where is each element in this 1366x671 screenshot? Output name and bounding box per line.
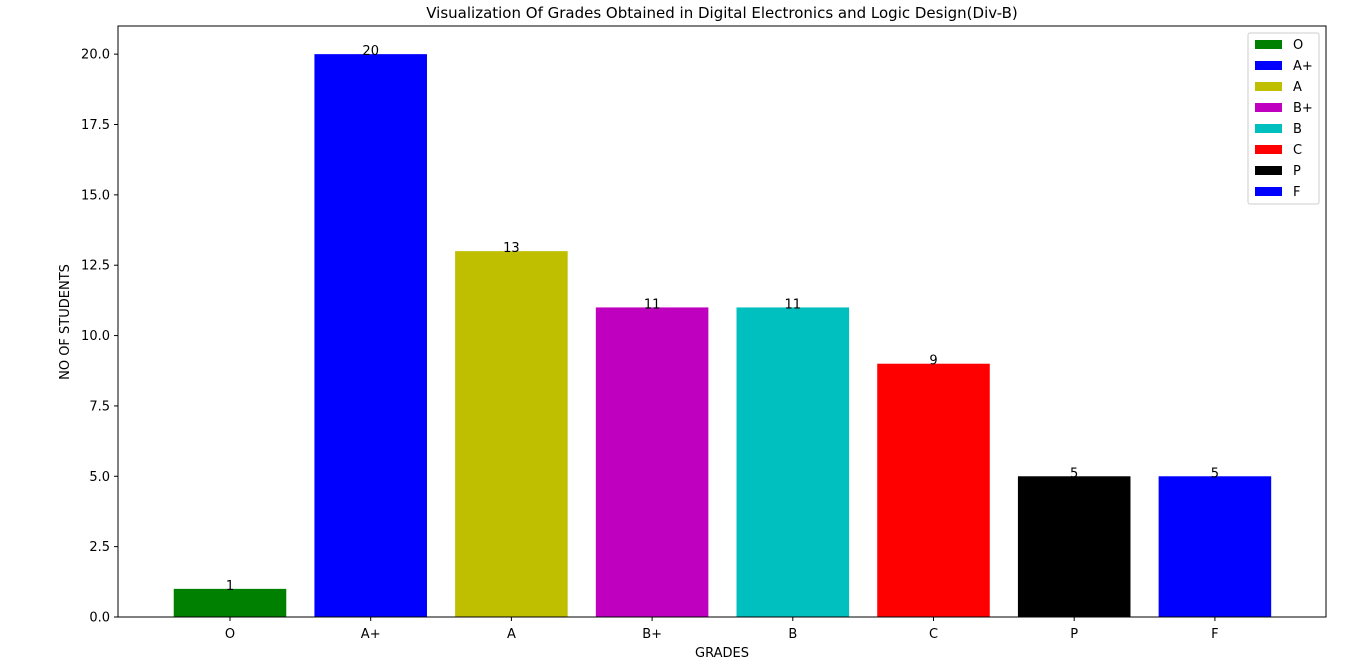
x-axis-ticks: O A+ A B+ B C P F: [225, 617, 1219, 642]
legend-label: B: [1293, 122, 1302, 137]
legend-swatch: [1255, 40, 1282, 49]
x-tick-label: B: [788, 627, 797, 642]
legend-swatch: [1255, 166, 1282, 175]
legend-box: [1247, 32, 1320, 205]
legend-label: P: [1293, 164, 1301, 179]
legend-swatch: [1255, 61, 1282, 70]
data-label: 9: [929, 354, 937, 369]
x-tick-label: A: [507, 627, 516, 642]
legend-swatch: [1255, 82, 1282, 91]
y-tick-label: 5.0: [89, 470, 110, 485]
bars: [173, 54, 1272, 617]
x-tick-label: O: [225, 627, 235, 642]
y-tick-label: 7.5: [89, 399, 110, 414]
bar-P: [1017, 476, 1131, 617]
y-tick-label: 2.5: [89, 540, 110, 555]
x-tick-label: A+: [361, 627, 381, 642]
legend-label: A+: [1293, 59, 1313, 74]
y-tick-label: 17.5: [81, 118, 110, 133]
legend-label: F: [1293, 185, 1300, 200]
y-tick-label: 0.0: [89, 611, 110, 626]
bar-F: [1158, 476, 1272, 617]
chart-title: Visualization Of Grades Obtained in Digi…: [426, 4, 1017, 22]
data-label: 11: [785, 297, 802, 312]
bar-O: [173, 588, 287, 617]
bar-A: [455, 251, 568, 617]
plot-frame: [117, 25, 1327, 618]
data-label: 5: [1211, 466, 1219, 481]
bar-A+: [314, 54, 427, 617]
y-tick-label: 15.0: [81, 188, 110, 203]
legend-swatch: [1255, 124, 1282, 133]
x-axis-label: GRADES: [695, 646, 749, 661]
legend-swatch: [1255, 187, 1282, 196]
y-axis-label: NO OF STUDENTS: [58, 264, 73, 380]
y-axis-ticks: 0.0 2.5 5.0 7.5 10.0 12.5 15.0 17.5 20.0: [81, 48, 118, 626]
y-tick-label: 10.0: [81, 329, 110, 344]
legend-label: O: [1293, 38, 1303, 53]
bar-B+: [595, 307, 709, 617]
bar-B: [736, 307, 850, 617]
data-label: 5: [1070, 466, 1078, 481]
legend-swatch: [1255, 145, 1282, 154]
x-tick-label: F: [1211, 627, 1218, 642]
legend-label: A: [1293, 80, 1302, 95]
y-tick-label: 20.0: [81, 48, 110, 63]
x-tick-label: C: [929, 627, 938, 642]
data-label: 1: [226, 579, 234, 594]
x-tick-label: B+: [642, 627, 662, 642]
legend-swatch: [1255, 103, 1282, 112]
value-labels: 1 20 13 11 11 9 5 5: [226, 44, 1219, 594]
data-label: 11: [644, 297, 661, 312]
data-label: 13: [503, 241, 520, 256]
data-label: 20: [362, 44, 379, 59]
x-tick-label: P: [1070, 627, 1078, 642]
y-tick-label: 12.5: [81, 259, 110, 274]
legend-label: B+: [1293, 101, 1313, 116]
legend-label: C: [1293, 143, 1302, 158]
bar-C: [877, 363, 990, 617]
